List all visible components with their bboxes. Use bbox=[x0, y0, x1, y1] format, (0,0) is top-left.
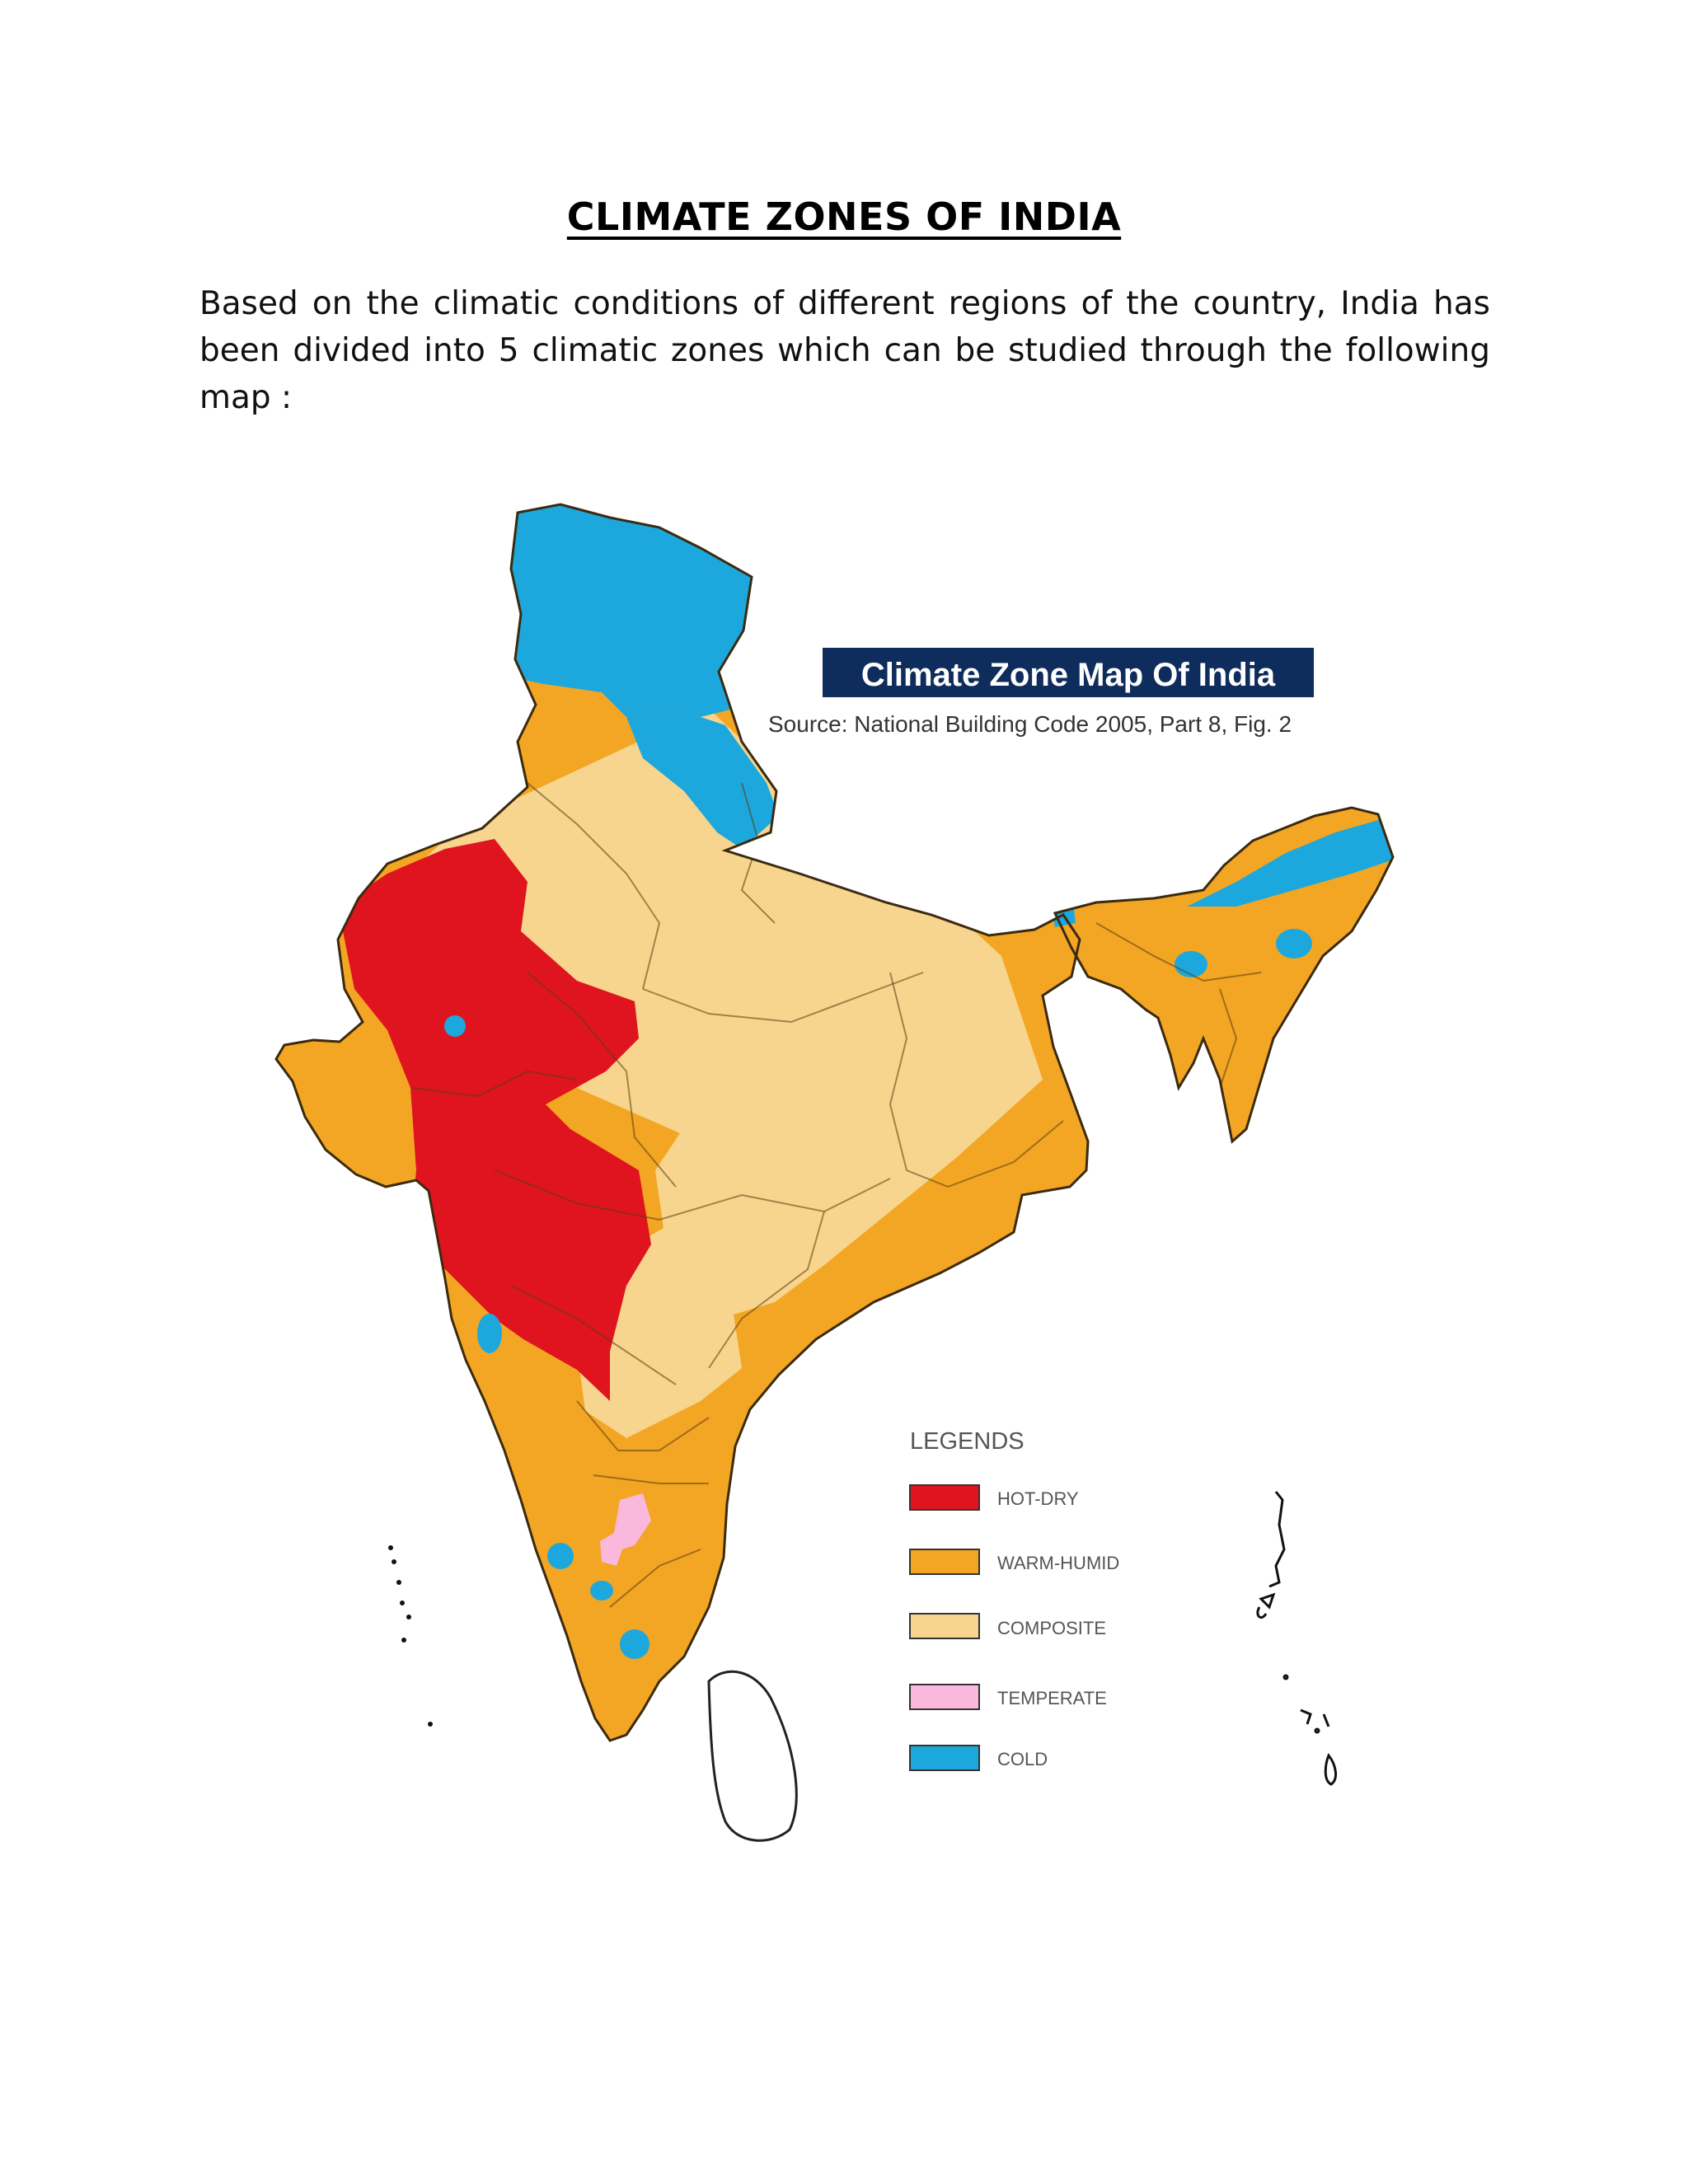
cold-spot-south-1 bbox=[547, 1543, 574, 1569]
legend-item-warm-humid: WARM-HUMID bbox=[909, 1549, 1119, 1575]
page-title: CLIMATE ZONES OF INDIA bbox=[566, 194, 1122, 239]
legend-label-warm-humid: WARM-HUMID bbox=[997, 1553, 1119, 1573]
cold-zone-uttarakhand bbox=[626, 709, 779, 849]
legend-item-hot-dry: HOT-DRY bbox=[909, 1484, 1079, 1511]
india-outline bbox=[274, 503, 1090, 1742]
northeast-outline bbox=[1053, 806, 1395, 1144]
map-title: Climate Zone Map Of India bbox=[861, 657, 1276, 693]
cold-spot-ne-1 bbox=[1175, 951, 1207, 977]
legend-label-temperate: TEMPERATE bbox=[997, 1688, 1107, 1708]
cold-spot-maharashtra bbox=[477, 1314, 502, 1353]
cold-zone-kashmir bbox=[462, 504, 752, 717]
legend-item-temperate: TEMPERATE bbox=[909, 1684, 1107, 1710]
lakshadweep-islands bbox=[388, 1545, 433, 1727]
cold-spot-rajasthan bbox=[444, 1015, 466, 1037]
legend-swatch-temperate bbox=[909, 1684, 980, 1710]
legend-swatch-hot-dry bbox=[909, 1484, 980, 1511]
intro-paragraph: Based on the climatic conditions of diff… bbox=[199, 285, 1490, 416]
legend-item-cold: COLD bbox=[909, 1745, 1048, 1771]
map-source: Source: National Building Code 2005, Par… bbox=[768, 711, 1292, 737]
legend-label-cold: COLD bbox=[997, 1749, 1048, 1769]
legend-item-composite: COMPOSITE bbox=[909, 1613, 1106, 1639]
cold-spot-ne-2 bbox=[1276, 929, 1312, 958]
cold-zone-northeast bbox=[1187, 816, 1393, 907]
map-title-box bbox=[823, 648, 1314, 697]
legend-heading: LEGENDS bbox=[910, 1428, 1025, 1455]
cold-spot-south-2 bbox=[590, 1581, 613, 1601]
hot-dry-zone bbox=[338, 839, 651, 1401]
cold-spot-south-3 bbox=[620, 1629, 649, 1659]
legend-label-hot-dry: HOT-DRY bbox=[997, 1488, 1079, 1509]
legend-swatch-composite bbox=[909, 1613, 980, 1639]
state-borders bbox=[411, 782, 1262, 1608]
legend-swatch-warm-humid bbox=[909, 1549, 980, 1575]
legend-label-composite: COMPOSITE bbox=[997, 1618, 1106, 1638]
map-legend: LEGENDS HOT-DRY WARM-HUMID COMPOSITE TEM… bbox=[909, 1428, 1119, 1771]
andaman-nicobar-islands bbox=[1256, 1491, 1338, 1786]
legend-swatch-cold bbox=[909, 1745, 980, 1771]
sri-lanka-outline bbox=[707, 1670, 798, 1842]
temperate-zone bbox=[600, 1493, 651, 1566]
